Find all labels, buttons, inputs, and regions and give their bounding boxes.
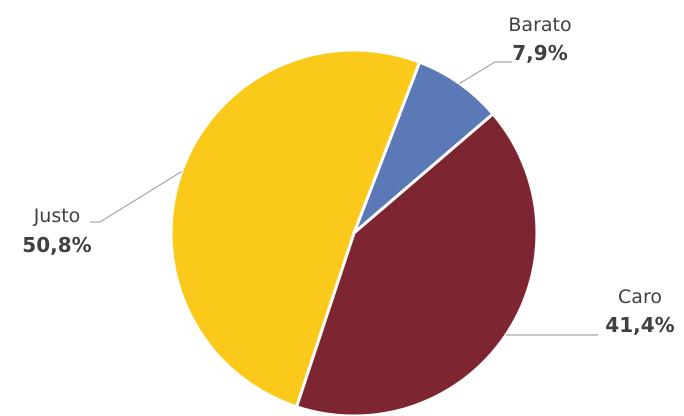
pie-slices: [169, 48, 539, 416]
slice-value-justo: 50,8%: [22, 233, 91, 257]
leader-line-justo: [90, 170, 183, 223]
pie-slice-barato: [352, 60, 495, 235]
pie-slice-justo: [169, 48, 422, 409]
slice-value-barato: 7,9%: [512, 41, 567, 65]
slice-value-caro: 41,4%: [605, 313, 674, 337]
slice-label-barato: Barato: [508, 14, 571, 36]
slice-label-caro: Caro: [618, 286, 662, 308]
leader-line-barato: [459, 61, 512, 85]
leader-lines: [90, 61, 598, 336]
slice-label-justo: Justo: [33, 205, 81, 227]
